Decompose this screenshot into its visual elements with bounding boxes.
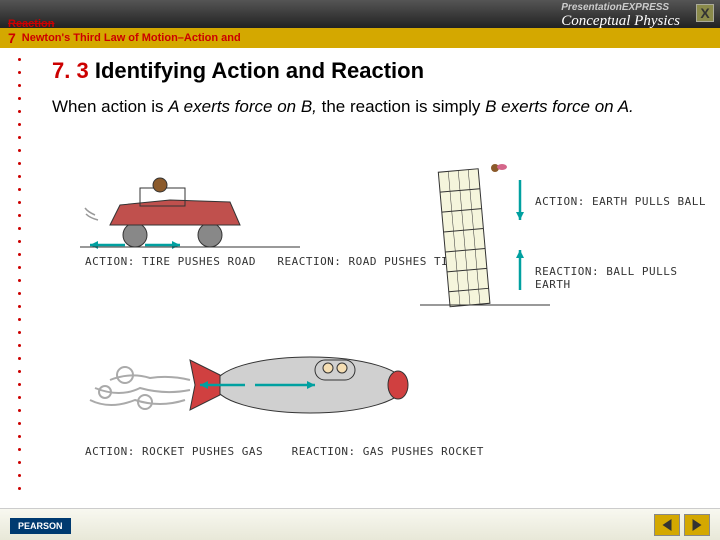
chapter-bar: 7 Newton's Third Law of Motion–Action an… bbox=[0, 28, 720, 48]
chapter-number: 7 bbox=[8, 30, 16, 46]
tower-action-caption: ACTION: EARTH PULLS BALL bbox=[535, 195, 706, 208]
rocket-caption: ACTION: ROCKET PUSHES GAS REACTION: GAS … bbox=[85, 445, 484, 458]
book-title: Conceptual Physics bbox=[561, 13, 680, 29]
prev-button[interactable] bbox=[654, 514, 680, 536]
chapter-title-overflow: Reaction bbox=[8, 18, 54, 30]
chapter-title: Newton's Third Law of Motion–Action and bbox=[22, 32, 241, 44]
car-caption: ACTION: TIRE PUSHES ROAD REACTION: ROAD … bbox=[85, 255, 463, 268]
car-illustration bbox=[80, 170, 300, 250]
content-area: 7. 3 Identifying Action and Reaction Whe… bbox=[52, 58, 700, 118]
tower-reaction-caption: REACTION: BALL PULLS EARTH bbox=[535, 265, 720, 291]
body-text: When action is A exerts force on B, the … bbox=[52, 96, 700, 118]
section-title: 7. 3 Identifying Action and Reaction bbox=[52, 58, 700, 84]
next-button[interactable] bbox=[684, 514, 710, 536]
bottom-bar: PEARSON bbox=[0, 508, 720, 540]
presentation-brand: PresentationEXPRESS bbox=[561, 2, 669, 13]
section-number: 7. 3 bbox=[52, 58, 89, 83]
publisher-logo: PEARSON bbox=[10, 518, 71, 534]
section-heading: Identifying Action and Reaction bbox=[95, 58, 424, 83]
close-button[interactable]: X bbox=[696, 4, 714, 22]
decorative-dots bbox=[18, 58, 38, 500]
top-bar: PresentationEXPRESS Conceptual Physics X bbox=[0, 0, 720, 28]
nav-buttons bbox=[654, 514, 710, 536]
brand-logo: PresentationEXPRESS Conceptual Physics bbox=[561, 2, 680, 30]
rocket-illustration bbox=[80, 330, 430, 440]
